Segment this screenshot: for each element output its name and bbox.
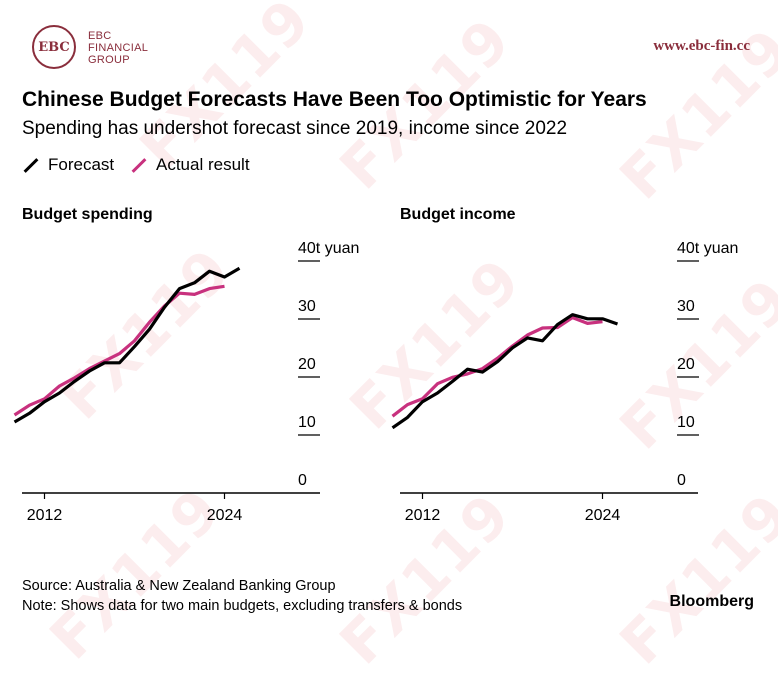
bloomberg-logo: Bloomberg: [669, 593, 754, 610]
legend-actual-label: Actual result: [156, 155, 250, 174]
legend-forecast-label: Forecast: [48, 155, 115, 174]
y-tick-label: 40t yuan: [298, 240, 359, 257]
logo-text: EBC FINANCIAL GROUP: [88, 30, 148, 66]
y-tick-label: 40t yuan: [677, 240, 738, 257]
y-tick-label: 30: [298, 298, 316, 315]
y-tick-label: 0: [298, 472, 307, 489]
x-tick-label: 2024: [207, 507, 243, 524]
chart-title: Chinese Budget Forecasts Have Been Too O…: [22, 88, 647, 111]
panel-title-income: Budget income: [400, 206, 516, 223]
legend-forecast: Forecast: [22, 155, 114, 175]
logo-mark: EBC: [32, 25, 76, 69]
y-tick-label: 10: [677, 414, 695, 431]
y-tick-label: 10: [298, 414, 316, 431]
y-tick-label: 0: [677, 472, 686, 489]
data-note: Note: Shows data for two main budgets, e…: [22, 598, 463, 614]
chart-subtitle: Spending has undershot forecast since 20…: [22, 118, 568, 139]
logo-line-3: GROUP: [88, 54, 130, 66]
forecast-series-line: [13, 266, 241, 424]
actual-series-line: [13, 284, 225, 417]
y-tick-label: 30: [677, 298, 695, 315]
x-tick-label: 2012: [27, 507, 63, 524]
forecast-series-line: [391, 313, 619, 430]
source-note: Source: Australia & New Zealand Banking …: [22, 578, 336, 594]
legend-actual: Actual result: [130, 155, 250, 175]
y-tick-label: 20: [677, 356, 695, 373]
logo-line-2: FINANCIAL: [88, 42, 149, 54]
x-tick-label: 2012: [405, 507, 441, 524]
charts-svg: 0 10 20 30 40t yuan 2012 2024 0 10 20 30 40t yuan 20…: [13, 240, 738, 524]
x-tick-label: 2024: [585, 507, 621, 524]
y-tick-label: 20: [298, 356, 316, 373]
panel-title-spending: Budget spending: [22, 206, 153, 223]
logo-line-1: EBC: [88, 30, 112, 42]
site-url[interactable]: www.ebc-fin.cc: [653, 38, 750, 54]
actual-series-line: [391, 316, 603, 418]
